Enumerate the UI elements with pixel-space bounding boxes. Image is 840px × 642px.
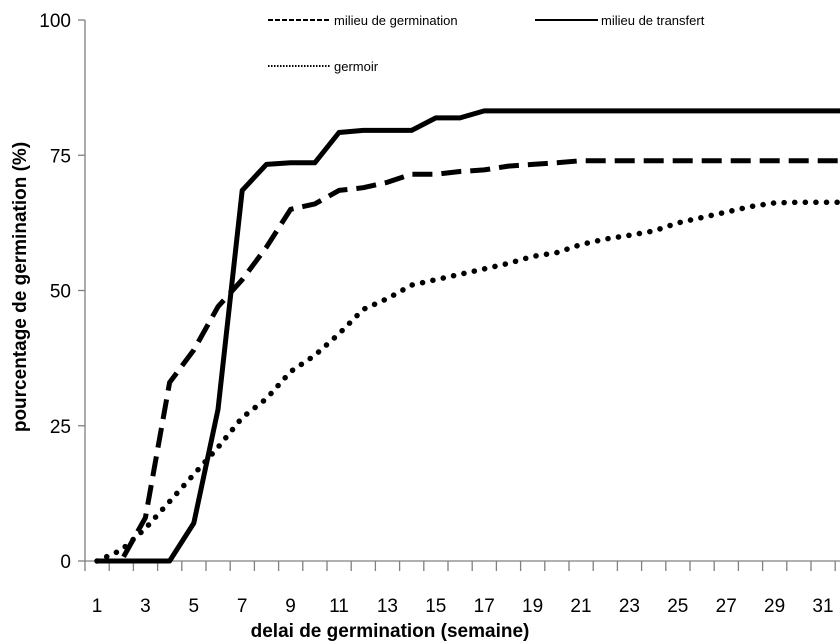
x-tick-label: 21 xyxy=(570,596,591,617)
x-tick-label: 15 xyxy=(425,596,446,617)
legend-label: germoir xyxy=(334,59,379,74)
x-tick-label: 31 xyxy=(812,596,833,617)
series-layer xyxy=(94,108,840,564)
x-tick-label: 5 xyxy=(189,596,200,617)
legend-label: milieu de transfert xyxy=(601,13,705,28)
x-tick-label: 27 xyxy=(716,596,737,617)
x-tick-label: 3 xyxy=(140,596,151,617)
x-tick-label: 19 xyxy=(522,596,543,617)
series-line-dotted xyxy=(94,199,840,564)
y-axis-title: pourcentage de germination (%) xyxy=(10,142,31,432)
legend-label: milieu de germination xyxy=(334,13,458,28)
x-tick-label: 13 xyxy=(377,596,398,617)
y-tick-label: 100 xyxy=(39,11,71,32)
x-tick-label: 11 xyxy=(329,596,349,617)
y-tick-label: 50 xyxy=(50,282,71,303)
x-tick-label: 23 xyxy=(619,596,640,617)
x-tick-label: 1 xyxy=(92,596,103,617)
x-tick-label: 7 xyxy=(237,596,248,617)
series-line-dashed xyxy=(97,158,840,564)
series-line-solid xyxy=(97,108,840,564)
y-tick-label: 25 xyxy=(50,417,71,438)
y-tick-label: 75 xyxy=(50,146,71,167)
x-axis-title: delai de germination (semaine) xyxy=(251,621,530,642)
x-tick-label: 9 xyxy=(285,596,296,617)
legend: milieu de germination milieu de transfert… xyxy=(268,13,705,74)
y-tick-label: 0 xyxy=(60,552,71,573)
x-tick-label: 17 xyxy=(474,596,495,617)
x-tick-label: 25 xyxy=(667,596,688,617)
x-tick-label: 29 xyxy=(764,596,785,617)
